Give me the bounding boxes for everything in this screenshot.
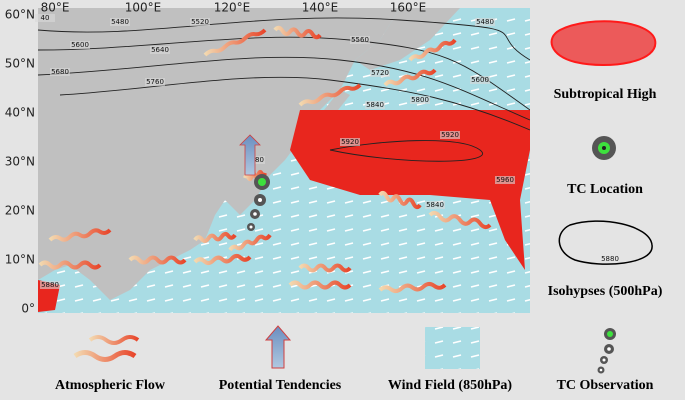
legend-isohypse <box>558 220 653 265</box>
subtropical-high <box>290 110 540 270</box>
legend-label: Isohypses (500hPa) <box>548 284 663 299</box>
contour-label-bg <box>365 101 385 109</box>
lat-label: 60°N <box>5 8 35 22</box>
contour-label-bg <box>40 281 60 289</box>
legend-tendency <box>264 325 292 369</box>
flow-arrow <box>243 169 267 182</box>
contour-label-bg <box>150 46 170 54</box>
contour-label-bg <box>35 14 55 22</box>
contour-label: 5840 <box>426 201 444 209</box>
lat-label: 0° <box>21 302 35 316</box>
legend-tc-location <box>602 146 606 150</box>
legend-flow <box>73 350 137 362</box>
contour-label-bg <box>340 138 360 146</box>
isohypses <box>37 17 531 162</box>
lat-label: 30°N <box>5 155 35 169</box>
contour-label-bg <box>495 176 515 184</box>
contour-label-bg <box>50 68 70 76</box>
flow-arrow <box>193 253 252 266</box>
contour-label-bg <box>110 18 130 26</box>
flow-arrow <box>38 260 102 270</box>
contour-label: 5760 <box>146 78 164 86</box>
atmospheric-flows <box>38 25 492 294</box>
contour-label: 5560 <box>351 36 369 44</box>
flow-arrow <box>128 255 187 265</box>
contour-label: 5480 <box>111 18 129 26</box>
legend-label: Atmospheric Flow <box>55 378 166 393</box>
tc-track <box>239 134 270 231</box>
flow-arrow <box>203 28 267 57</box>
contour-label: 5840 <box>366 101 384 109</box>
contour-label-bg <box>440 131 460 139</box>
legend-wind-field <box>425 327 480 369</box>
lat-label: 50°N <box>5 57 35 71</box>
flow-arrow <box>298 263 352 273</box>
contour-label: 5920 <box>341 138 359 146</box>
lat-label: 40°N <box>5 106 35 120</box>
flow-arrow <box>298 83 362 107</box>
contour-label-bg <box>370 69 390 77</box>
flow-arrow <box>383 68 437 87</box>
contour-label-bg <box>70 41 90 49</box>
contour-label: 5800 <box>411 96 429 104</box>
contour-label-bg <box>350 36 370 44</box>
legend-tc-observation <box>597 328 616 374</box>
contour-label: 5600 <box>71 41 89 49</box>
flow-arrow <box>378 281 447 294</box>
flow-arrow <box>428 210 492 230</box>
legend-label: TC Observation <box>557 378 654 393</box>
contour-label: 5680 <box>51 68 69 76</box>
lon-label: 80°E <box>41 1 70 15</box>
contour-label: 5480 <box>476 18 494 26</box>
flow-arrow <box>378 190 422 210</box>
flow-arrow <box>193 231 237 244</box>
legend-label: Subtropical High <box>554 87 657 102</box>
lat-labels: 60°N 50°N 40°N 30°N 20°N 10°N 0° <box>5 8 35 316</box>
contour-label: 5880 <box>41 281 59 289</box>
contour-label: 40 <box>41 14 50 22</box>
legend-label: Potential Tendencies <box>219 378 342 393</box>
lon-label: 160°E <box>390 1 427 15</box>
lat-label: 20°N <box>5 204 35 218</box>
contour-label: 5600 <box>471 76 489 84</box>
lon-label: 120°E <box>214 1 251 15</box>
contour-label: 5720 <box>371 69 389 77</box>
contour-label: 5640 <box>151 46 169 54</box>
flow-arrow <box>408 38 457 62</box>
legend-flow <box>88 335 140 345</box>
contour-label-bg <box>410 96 430 104</box>
flow-arrow <box>273 25 322 40</box>
contour-label-bg <box>190 18 210 26</box>
contour-label: 5920 <box>441 131 459 139</box>
lat-label: 10°N <box>5 253 35 267</box>
contour-labels: 40 5480 5520 5600 5640 5680 5760 5560 5720 5840 58… <box>35 14 515 289</box>
land <box>355 8 460 70</box>
flow-arrow <box>288 280 352 290</box>
legend-label: TC Location <box>567 182 643 197</box>
contour-label: 5520 <box>191 18 209 26</box>
contour-label-bg <box>425 201 445 209</box>
legend-label: Wind Field (850hPa) <box>388 378 513 393</box>
contour-label: 5960 <box>496 176 514 184</box>
flow-arrow <box>48 228 112 242</box>
lon-label: 100°E <box>125 1 162 15</box>
lon-label: 140°E <box>302 1 339 15</box>
flow-arrow <box>228 233 272 252</box>
contour-label-bg <box>475 18 495 26</box>
contour-label-bg <box>470 76 490 84</box>
contour-label-bg <box>145 78 165 86</box>
legend-isohypse-label: 5880 <box>601 255 619 263</box>
legend-subtropical-high <box>550 20 657 67</box>
land <box>38 8 400 300</box>
